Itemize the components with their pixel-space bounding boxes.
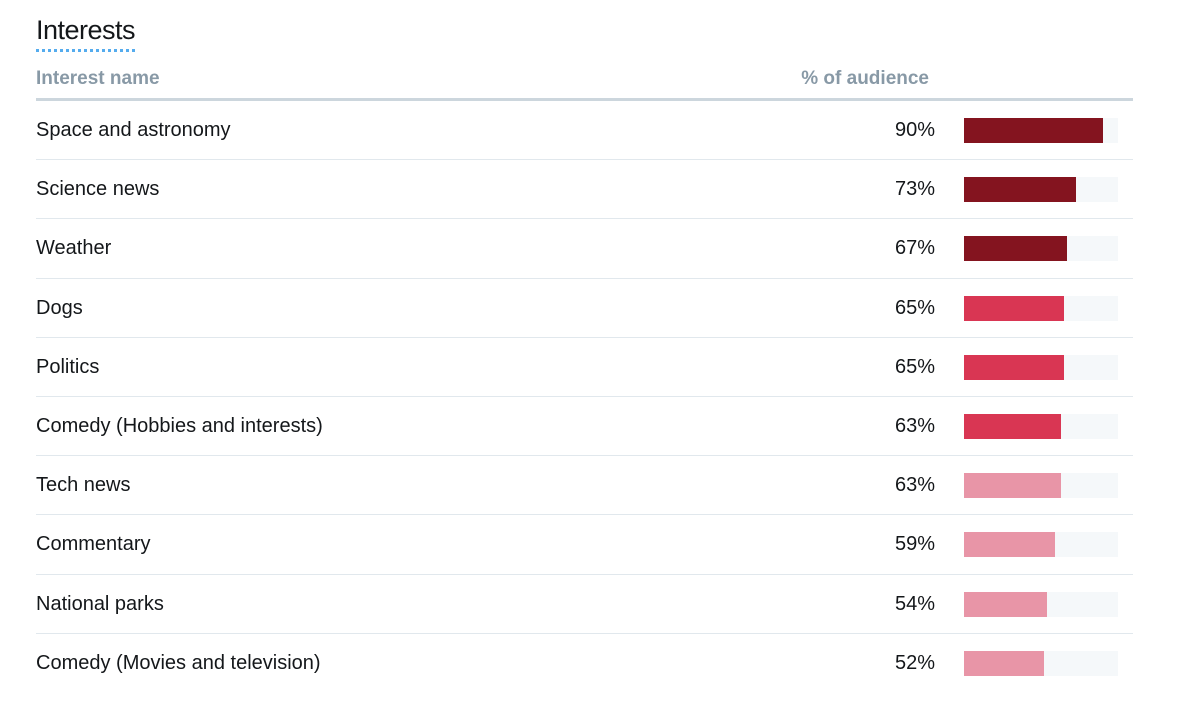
bar-track — [964, 650, 1118, 676]
column-header-percent-audience[interactable]: % of audience — [801, 68, 929, 89]
bar — [964, 413, 1062, 439]
bar — [964, 118, 1103, 143]
percent-label: 63% — [894, 474, 935, 497]
bar-track — [964, 413, 1118, 439]
bar-track — [964, 236, 1118, 262]
bar — [964, 532, 1055, 558]
percent-label: 63% — [894, 414, 935, 437]
table-row: Space and astronomy 90% — [36, 101, 1133, 161]
table-row: Commentary 59% — [36, 515, 1133, 575]
percent-label: 54% — [894, 592, 935, 615]
bar — [964, 650, 1045, 676]
percent-label: 90% — [894, 119, 935, 141]
percent-label: 73% — [894, 178, 935, 201]
interest-list: Space and astronomy 90% Science news 73% Wea… — [36, 101, 1133, 692]
bar-track — [964, 354, 1118, 380]
bar — [964, 591, 1048, 617]
interest-name: National parks — [36, 592, 164, 615]
percent-label: 65% — [894, 296, 935, 319]
bar — [964, 354, 1065, 380]
bar — [964, 473, 1062, 499]
table-header: Interest name % of audience — [36, 64, 1133, 101]
bar-track — [964, 473, 1118, 499]
bar-track — [964, 532, 1118, 558]
interest-name: Tech news — [36, 474, 131, 497]
table-row: Weather 67% — [36, 219, 1133, 279]
table-row: Dogs 65% — [36, 279, 1133, 338]
bar-track — [964, 118, 1118, 143]
bar-track — [964, 295, 1118, 321]
bar — [964, 236, 1068, 262]
interest-name: Dogs — [36, 296, 83, 319]
interest-name: Commentary — [36, 533, 151, 556]
percent-label: 52% — [894, 651, 935, 674]
table-row: Politics 65% — [36, 338, 1133, 397]
section-title: Interests — [36, 14, 136, 52]
interest-name: Weather — [36, 237, 112, 260]
table-row: Comedy (Hobbies and interests) 63% — [36, 397, 1133, 457]
percent-label: 67% — [894, 237, 935, 260]
percent-label: 59% — [894, 533, 935, 556]
table-row: Science news 73% — [36, 160, 1133, 220]
table-row: National parks 54% — [36, 575, 1133, 634]
bar — [964, 177, 1077, 203]
bar-track — [964, 591, 1118, 617]
percent-label: 65% — [894, 355, 935, 378]
table-row: Comedy (Movies and television) 52% — [36, 634, 1133, 692]
interest-name: Comedy (Movies and television) — [36, 651, 321, 674]
column-header-interest-name[interactable]: Interest name — [36, 68, 160, 89]
table-row: Tech news 63% — [36, 456, 1133, 516]
interest-name: Space and astronomy — [36, 119, 231, 141]
interest-name: Comedy (Hobbies and interests) — [36, 414, 323, 437]
bar-track — [964, 177, 1118, 203]
interest-name: Science news — [36, 178, 160, 201]
bar — [964, 295, 1065, 321]
interest-name: Politics — [36, 355, 100, 378]
